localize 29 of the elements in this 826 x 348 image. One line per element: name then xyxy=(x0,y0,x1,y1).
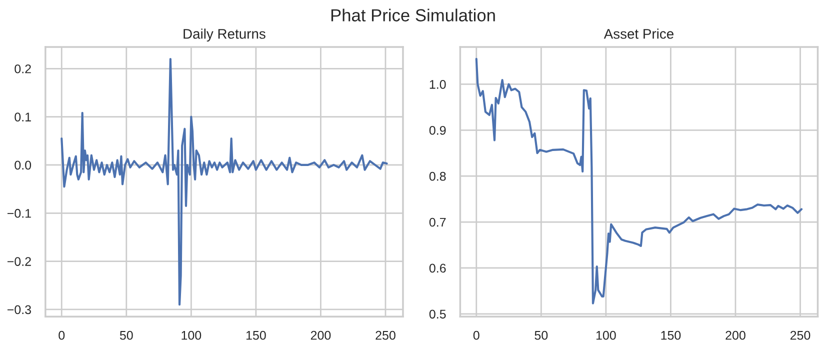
x-tick-label: 50 xyxy=(534,330,548,340)
y-tick-label: 0.5 xyxy=(429,310,446,319)
chart-title: Asset Price xyxy=(604,28,674,39)
x-tick-label: 250 xyxy=(376,330,396,340)
x-tick-label: 0 xyxy=(473,330,480,340)
x-tick-label: 100 xyxy=(182,330,202,340)
x-tick-label: 0 xyxy=(58,330,65,340)
x-tick-label: 200 xyxy=(310,330,331,340)
y-tick-label: 0.2 xyxy=(14,64,31,74)
x-tick-label: 150 xyxy=(246,330,266,340)
y-tick-label: 0.9 xyxy=(429,126,446,135)
y-tick-label: 0.1 xyxy=(14,112,31,122)
y-tick-label: 0.8 xyxy=(429,172,446,181)
y-tick-label: −0.3 xyxy=(7,305,31,314)
y-tick-label: −0.2 xyxy=(7,257,31,266)
y-tick-label: 0.7 xyxy=(429,218,446,227)
y-tick-label: −0.1 xyxy=(7,208,31,218)
x-tick-label: 150 xyxy=(661,330,681,340)
line-series xyxy=(60,58,388,306)
x-tick-label: 250 xyxy=(790,330,810,340)
x-tick-label: 100 xyxy=(596,330,616,340)
x-tick-label: 200 xyxy=(726,330,746,340)
x-tick-label: 50 xyxy=(120,330,133,340)
line-series xyxy=(475,58,803,304)
y-tick-label: 1.0 xyxy=(430,80,446,89)
y-tick-label: 0.6 xyxy=(429,264,446,273)
y-tick-label: 0.0 xyxy=(14,160,32,170)
chart-title: Daily Returns xyxy=(184,28,266,42)
text: Phat Price Simulation xyxy=(331,8,495,22)
